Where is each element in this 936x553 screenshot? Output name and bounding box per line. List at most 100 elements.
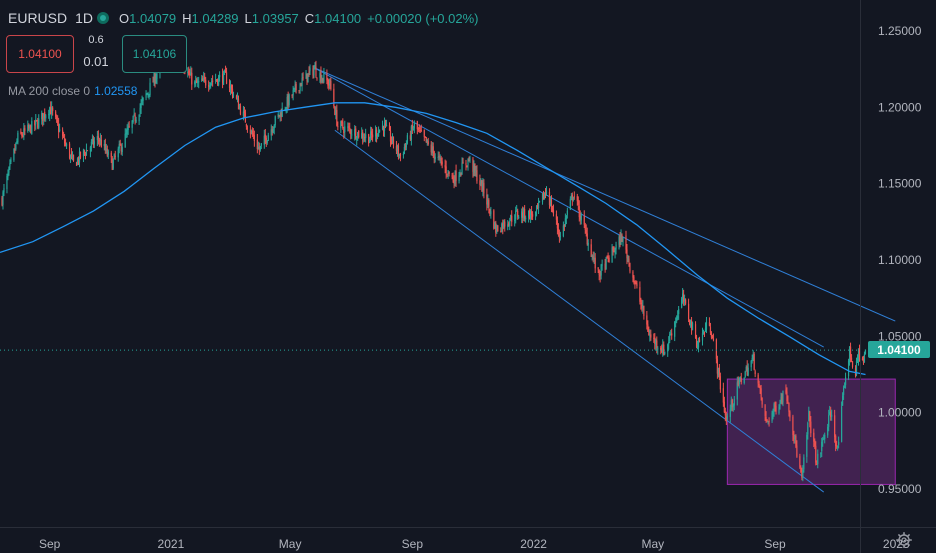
candle-body [190, 72, 192, 76]
candle-body [712, 338, 715, 341]
y-tick-label: 1.00000 [878, 406, 922, 420]
candle-body [569, 198, 571, 210]
candle-body [184, 72, 186, 74]
candle-body [585, 230, 587, 234]
candle-body [750, 361, 752, 368]
candle-body [626, 249, 628, 259]
candle-body [121, 146, 123, 153]
candle-body [523, 208, 525, 219]
candle-body [800, 467, 802, 473]
candle-body [119, 143, 121, 146]
candle-body [273, 125, 275, 129]
indicator-legend[interactable]: MA 200 close 0 1.02558 [8, 84, 137, 98]
candle-body [753, 353, 755, 370]
candle-body [837, 446, 839, 448]
candle-body [90, 141, 93, 147]
candle-body [336, 109, 338, 126]
candle-body [803, 457, 805, 470]
candle-body [43, 113, 45, 120]
candle-body [855, 360, 858, 376]
symbol-name[interactable]: EURUSD [8, 10, 68, 26]
candle-body [746, 366, 748, 375]
candle-body [427, 141, 429, 145]
candle-body [294, 84, 296, 88]
candle-body [271, 129, 273, 132]
candle-body [188, 70, 190, 75]
candle-body [131, 120, 133, 128]
candle-body [761, 397, 763, 405]
candle-body [688, 320, 691, 325]
candle-body [600, 264, 602, 276]
candle-body [152, 81, 154, 83]
candle-body [243, 111, 246, 113]
x-tick-label: 2023 [883, 537, 910, 551]
low-label: L [244, 10, 252, 26]
candle-body [729, 409, 731, 417]
candle-body [16, 140, 18, 143]
candle-body [125, 133, 127, 135]
candle-body [475, 170, 477, 172]
candle-body [654, 337, 656, 344]
candle-body [479, 180, 481, 185]
candle-body [856, 359, 859, 362]
candle-body [309, 67, 311, 72]
sell-button[interactable]: 1.04100 [6, 35, 74, 73]
candle-body [467, 158, 469, 166]
candle-body [570, 195, 572, 199]
candle-body [194, 81, 196, 85]
candle-body [661, 349, 663, 353]
candle-body [376, 135, 379, 137]
candle-body [291, 95, 293, 97]
candle-body [452, 176, 454, 182]
buy-button[interactable]: 1.04106 [122, 35, 187, 73]
high-value: 1.04289 [191, 10, 239, 26]
y-tick-label: 1.15000 [878, 177, 922, 191]
candle-body [29, 125, 31, 128]
candle-body [263, 135, 265, 145]
candle-body [482, 183, 484, 191]
candle-body [633, 276, 635, 283]
candle-body [36, 120, 38, 122]
candle-body [461, 162, 463, 175]
candle-body [850, 357, 853, 362]
candle-body [514, 220, 516, 222]
candle-body [695, 337, 698, 347]
candle-body [278, 114, 280, 117]
interval-label[interactable]: 1D [75, 10, 94, 26]
candle-body [773, 404, 775, 412]
candle-body [337, 126, 339, 128]
candle-body [326, 74, 328, 81]
candle-body [111, 158, 113, 170]
candle-body [632, 271, 634, 278]
candle-body [521, 211, 523, 218]
candle-body [13, 149, 15, 161]
candle-body [250, 130, 252, 133]
candle-body [112, 159, 114, 169]
candle-body [217, 76, 220, 86]
candle-body [725, 416, 727, 420]
gear-icon[interactable] [896, 532, 912, 548]
candle-body [351, 134, 353, 136]
candle-body [828, 415, 830, 427]
candle-body [558, 232, 561, 238]
candle-body [778, 406, 780, 414]
candle-body [30, 125, 32, 134]
candle-body [319, 72, 321, 78]
candle-body [808, 410, 810, 422]
candle-body [245, 123, 248, 127]
candle-body [411, 124, 413, 129]
candle-body [292, 90, 294, 96]
candle-body [618, 237, 620, 245]
candle-body [425, 137, 427, 143]
candle-body [702, 330, 705, 334]
candle-body [490, 211, 492, 215]
candle-body [21, 134, 23, 136]
candle-body [155, 78, 157, 82]
candle-body [62, 134, 65, 137]
candle-body [724, 411, 726, 416]
candle-body [836, 444, 838, 447]
candle-body [615, 244, 617, 250]
candle-body [525, 217, 527, 220]
candle-body [535, 206, 538, 211]
